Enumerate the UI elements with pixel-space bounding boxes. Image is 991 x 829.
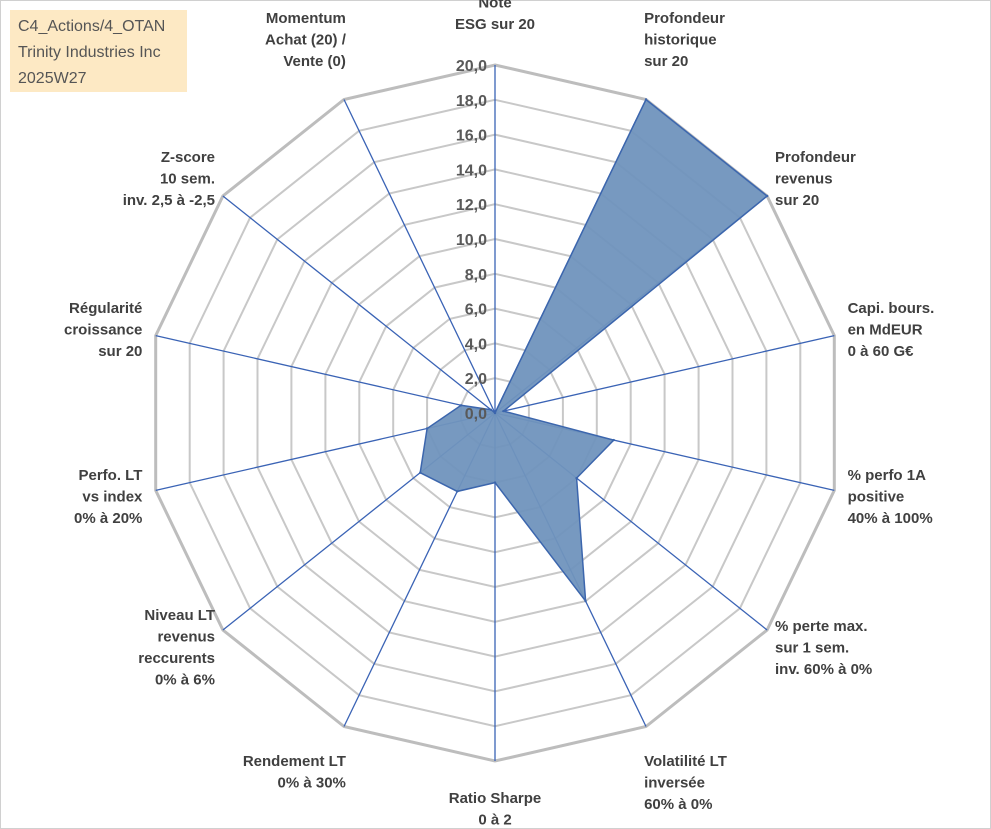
axis-label-line: % perte max.	[775, 618, 868, 635]
axis-label-line: Régularité	[69, 300, 142, 317]
axis-label-line: 0 à 2	[478, 812, 511, 829]
axis-label-line: Volatilité LT	[644, 753, 727, 770]
axis-label-line: Vente (0)	[283, 53, 346, 70]
axis-label-line: 0% à 30%	[278, 774, 346, 791]
axis-label-line: en MdEUR	[848, 321, 923, 338]
axis-label-line: Rendement LT	[243, 753, 346, 770]
axis-label-line: positive	[848, 489, 905, 506]
data-point	[765, 194, 769, 198]
axis-label-line: Momentum	[266, 10, 346, 27]
axis-label-line: revenus	[775, 171, 833, 188]
axis-label: Régularité croissance sur 20	[64, 300, 142, 360]
axis-label: Momentum Achat (20) / Vente (0)	[265, 10, 347, 70]
tick-label: 12,0	[456, 197, 487, 214]
axis-label-line: % perfo 1A	[848, 467, 927, 484]
axis-label: Volatilité LT inversée 60% à 0%	[644, 753, 727, 813]
axis-label-line: croissance	[64, 321, 142, 338]
series-area	[419, 98, 769, 604]
tick-label: 14,0	[456, 162, 487, 179]
tick-label: 0,0	[465, 406, 487, 423]
axis-label-line: 0 à 60 G€	[848, 343, 915, 360]
data-point	[575, 476, 578, 480]
axis-label-line: Achat (20) /	[265, 32, 347, 49]
axis-label: Profondeur historique sur 20	[644, 10, 725, 70]
axis-label-line: 10 sem.	[160, 171, 215, 188]
axis-label: Capi. bours. en MdEUR 0 à 60 G€	[848, 300, 935, 360]
tick-label: 10,0	[456, 232, 487, 249]
spoke-line	[222, 195, 496, 414]
data-point	[584, 599, 587, 603]
axis-label: Niveau LT revenus reccurents 0% à 6%	[138, 607, 215, 689]
tick-label: 20,0	[456, 58, 487, 75]
axis-label-line: sur 20	[98, 343, 142, 360]
tick-label: 4,0	[465, 336, 487, 353]
axis-label-line: historique	[644, 32, 717, 49]
axis-label-line: Niveau LT	[144, 607, 215, 624]
spoke-line	[155, 334, 496, 414]
axis-label-line: 0% à 20%	[74, 510, 142, 527]
axis-label: Rendement LT 0% à 30%	[243, 753, 346, 792]
data-point	[425, 427, 429, 430]
data-point	[493, 481, 497, 484]
axis-label-line: inv. 60% à 0%	[775, 661, 872, 678]
spoke-line	[494, 334, 835, 414]
axis-label-line: Z-score	[161, 149, 215, 166]
axis-label-line: Note	[478, 0, 511, 12]
spoke-line	[343, 99, 496, 414]
tick-label: 2,0	[465, 371, 487, 388]
data-point	[459, 404, 463, 407]
data-point	[419, 471, 422, 474]
axis-label-line: Profondeur	[644, 10, 725, 27]
axis-label-line: sur 1 sem.	[775, 639, 849, 656]
axis-label: Profondeur revenus sur 20	[775, 149, 856, 209]
data-point	[489, 408, 493, 411]
radar-series	[419, 98, 769, 604]
axis-label: Ratio Sharpe 0 à 2	[449, 790, 542, 829]
axis-label-line: reccurents	[138, 650, 215, 667]
axis-label-line: sur 20	[775, 192, 819, 209]
info-box: C4_Actions/4_OTAN Trinity Industries Inc…	[10, 10, 187, 92]
axis-label: % perte max. sur 1 sem. inv. 60% à 0%	[775, 618, 872, 678]
axis-label: % perfo 1A positive 40% à 100%	[848, 467, 933, 527]
axis-label-line: sur 20	[644, 53, 688, 70]
axis-label-line: Profondeur	[775, 149, 856, 166]
axis-label-line: 0% à 6%	[155, 672, 215, 689]
axis-label-line: revenus	[157, 629, 215, 646]
axis-label-line: 40% à 100%	[848, 510, 933, 527]
tick-label: 6,0	[465, 302, 487, 319]
info-line-week: 2025W27	[18, 70, 87, 87]
axis-label-line: Capi. bours.	[848, 300, 935, 317]
tick-label: 8,0	[465, 267, 487, 284]
axis-label: Z-score 10 sem. inv. 2,5 à -2,5	[123, 149, 215, 209]
axis-label-line: 60% à 0%	[644, 796, 712, 813]
data-point	[612, 438, 615, 442]
tick-label: 18,0	[456, 93, 487, 110]
axis-label-line: Perfo. LT	[79, 467, 143, 484]
data-point	[493, 411, 497, 415]
data-point	[644, 98, 648, 101]
data-point	[456, 490, 459, 493]
radial-tick-labels: 0,0 2,0 4,0 6,0 8,0 10,0 12,0 14,0 16,0 18,0 20,0	[456, 58, 487, 423]
axis-label: Note ESG sur 20	[455, 0, 535, 33]
axis-label-line: inv. 2,5 à -2,5	[123, 192, 215, 209]
tick-label: 16,0	[456, 128, 487, 145]
axis-label-line: ESG sur 20	[455, 16, 535, 33]
info-line-company: Trinity Industries Inc	[18, 44, 161, 61]
axis-label-line: vs index	[82, 489, 143, 506]
axis-label: Perfo. LT vs index 0% à 20%	[74, 467, 143, 527]
axis-label-line: Ratio Sharpe	[449, 790, 542, 807]
axis-labels: Note ESG sur 20 Profondeur historique sur 20…	[64, 0, 934, 829]
info-line-sheet: C4_Actions/4_OTAN	[18, 18, 166, 35]
axis-label-line: inversée	[644, 774, 705, 791]
data-point	[502, 409, 505, 413]
